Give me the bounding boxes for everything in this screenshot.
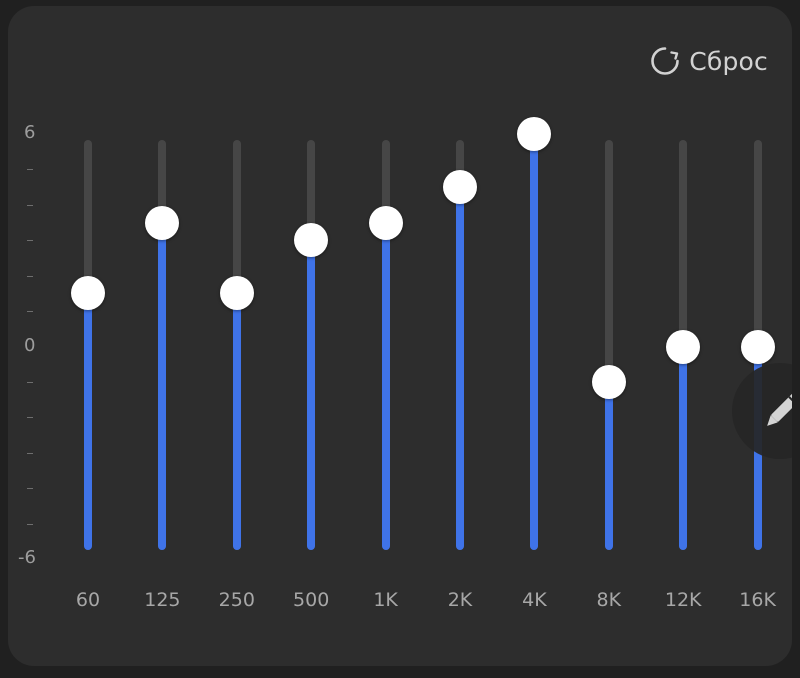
slider-knob[interactable] (517, 117, 552, 151)
slider-knob[interactable] (368, 205, 403, 240)
slider-fill (679, 346, 688, 550)
slider-fill (232, 293, 241, 550)
y-axis-tick (27, 381, 33, 383)
slider-fill (604, 381, 613, 550)
slider-fill (84, 293, 92, 550)
slider-fill (307, 240, 316, 550)
slider-fill (456, 187, 464, 550)
band-label: 16K (739, 589, 776, 611)
y-axis-tick (27, 240, 33, 242)
slider-knob[interactable] (219, 276, 254, 311)
refresh-icon (651, 47, 680, 75)
y-axis-tick (27, 417, 33, 419)
y-axis-tick (27, 311, 33, 313)
band-label: 250 (218, 589, 255, 611)
band-label: 4K (522, 589, 547, 611)
equalizer-panel: Сброс 6 0 -6 60 125 250 500 1K 2K 4K 8K 12K 16K (8, 6, 792, 666)
slider-track[interactable] (604, 140, 613, 550)
y-axis-max-label: 6 (24, 122, 36, 143)
band-label: 8K (596, 589, 622, 611)
band-label: 500 (293, 589, 330, 611)
slider-fill (530, 134, 539, 550)
slider-fill (381, 222, 390, 550)
reset-button[interactable]: Сброс (649, 44, 768, 78)
y-axis-min-label: -6 (18, 547, 36, 568)
pencil-icon (767, 393, 792, 426)
band-label: 60 (75, 589, 101, 611)
band-label: 125 (144, 589, 181, 611)
y-axis-tick (27, 204, 33, 206)
slider-knob[interactable] (145, 205, 180, 240)
y-axis-tick (27, 488, 33, 490)
slider-knob[interactable] (294, 223, 329, 258)
band-label: 12K (664, 589, 702, 611)
slider-knob[interactable] (740, 329, 775, 364)
y-axis-tick (27, 275, 33, 277)
slider-knob[interactable] (71, 276, 105, 311)
slider-knob[interactable] (443, 170, 477, 205)
y-axis-tick (27, 523, 33, 525)
y-axis-zero-label: 0 (24, 334, 36, 356)
reset-label: Сброс (689, 46, 768, 76)
slider-knob[interactable] (666, 329, 701, 364)
band-label: 2K (447, 589, 473, 611)
slider-knob[interactable] (591, 364, 626, 399)
y-axis-tick (27, 452, 33, 454)
edit-button[interactable] (732, 363, 792, 459)
y-axis-tick (27, 169, 33, 171)
slider-fill (158, 222, 167, 550)
band-label: 1K (373, 589, 398, 611)
